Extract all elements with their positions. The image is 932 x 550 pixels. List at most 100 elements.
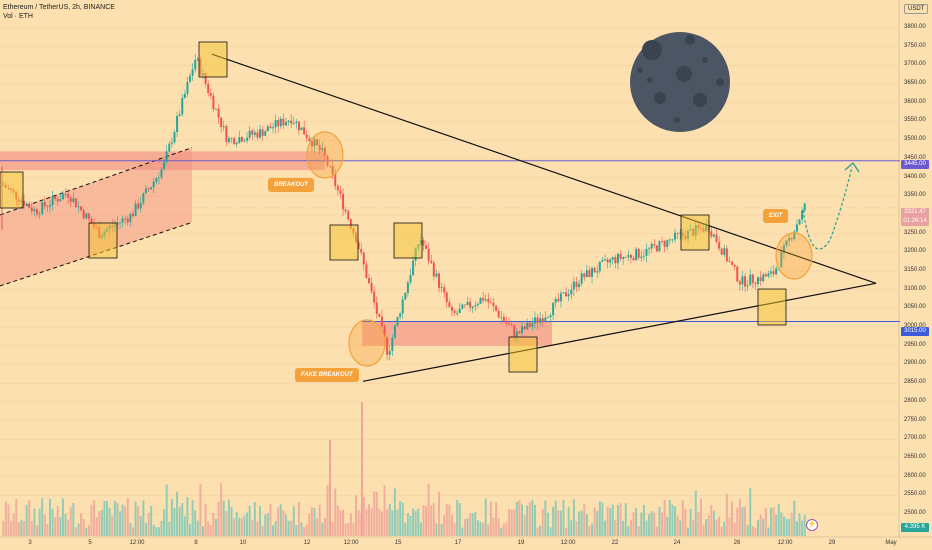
candle-body (233, 138, 236, 145)
volume-bar (349, 513, 352, 536)
candle-body (715, 234, 718, 243)
candle-body (409, 274, 412, 283)
volume-bar (36, 525, 39, 536)
volume-tag: 4.395 K (901, 523, 929, 532)
x-tick-label: 26 (733, 540, 741, 546)
candle-body (720, 248, 723, 255)
candle-body (674, 232, 677, 240)
candle-body (788, 238, 791, 241)
candle-body (69, 197, 72, 203)
volume-bar (339, 510, 342, 536)
candle-body (331, 166, 334, 175)
candle-body (373, 291, 376, 303)
volume-bar (725, 493, 728, 536)
candle-body (658, 241, 661, 252)
currency-label[interactable]: USDT (904, 4, 929, 14)
volume-bar (77, 523, 80, 536)
candle-body (329, 165, 332, 167)
y-tick-label: 2800.00 (904, 397, 926, 404)
fake-breakout-label: FAKE BREAKOUT (295, 368, 359, 382)
candle-body (642, 255, 645, 257)
volume-bar (645, 520, 648, 536)
candle-body (624, 256, 627, 258)
candle-body (723, 248, 726, 255)
candle-body (342, 193, 345, 210)
y-tick-label: 3050.00 (904, 304, 926, 311)
candle-body (266, 126, 269, 132)
volume-bar (764, 507, 767, 536)
candle-body (121, 218, 124, 223)
candle-body (793, 231, 796, 240)
candle-body (139, 203, 142, 209)
candle-body (54, 196, 57, 200)
volume-bar (10, 520, 13, 536)
y-tick-label: 2500.00 (904, 510, 926, 516)
volume-bar (54, 517, 57, 536)
volume-bar (609, 508, 612, 536)
volume-bar (15, 498, 18, 536)
volume-bar (443, 515, 446, 536)
candle-body (28, 203, 31, 208)
candle-body (137, 203, 140, 209)
candle-body (160, 169, 163, 178)
volume-bar (131, 527, 134, 536)
candle-body (124, 218, 127, 220)
chart-header: Ethereum / TetherUS, 2h, BINANCE Vol · E… (3, 3, 115, 21)
candle-body (388, 351, 391, 355)
volume-bar (108, 507, 111, 536)
volume-bar (279, 504, 282, 536)
highlight-box (757, 288, 787, 326)
candle-body (59, 199, 62, 202)
volume-bar (170, 499, 173, 536)
volume-bar (7, 504, 10, 536)
volume-bar (417, 508, 420, 536)
volume-bar (705, 518, 708, 536)
y-tick-label: 3100.00 (904, 285, 926, 292)
y-tick-label: 3650.00 (904, 80, 926, 87)
candle-body (349, 219, 352, 229)
volume-bar (20, 519, 23, 536)
volume-bar (212, 512, 215, 536)
y-tick-label: 3200.00 (904, 248, 926, 255)
volume-bar (207, 521, 210, 536)
volume-bar (601, 502, 604, 536)
volume-bar (744, 507, 747, 536)
volume-bar (668, 500, 671, 536)
volume-bar (336, 505, 339, 536)
candle-body (655, 245, 658, 252)
volume-bar (246, 512, 249, 536)
candle-body (476, 303, 479, 306)
candle-body (282, 118, 285, 126)
candle-body (650, 243, 653, 249)
volume-bar (702, 524, 705, 536)
candle-body (46, 206, 49, 208)
volume-bar (801, 520, 804, 536)
candle-body (261, 129, 264, 136)
volume-bar (272, 525, 275, 536)
candle-body (559, 293, 562, 302)
y-tick-label: 2900.00 (904, 360, 926, 367)
candle-body (214, 108, 217, 110)
x-tick-label: 15 (394, 540, 402, 546)
volume-bar (370, 508, 373, 536)
candle-body (604, 259, 606, 261)
volume-bar (655, 526, 658, 536)
candle-body (365, 264, 368, 279)
volume-bar (562, 499, 565, 536)
volume-bar (419, 522, 422, 536)
volume-bar (489, 501, 492, 536)
moon-crater (685, 35, 695, 45)
volume-bar (290, 520, 293, 536)
candle-body (251, 130, 254, 135)
candle-body (427, 248, 430, 261)
candle-body (380, 316, 383, 327)
candle-body (142, 193, 145, 204)
volume-bar (554, 500, 557, 536)
channel-upper (0, 147, 193, 216)
candle-body (533, 317, 536, 324)
volume-bar (253, 502, 256, 536)
lightning-icon[interactable]: ⚡ (806, 519, 818, 531)
candle-body (370, 283, 373, 292)
candle-body (274, 120, 277, 128)
